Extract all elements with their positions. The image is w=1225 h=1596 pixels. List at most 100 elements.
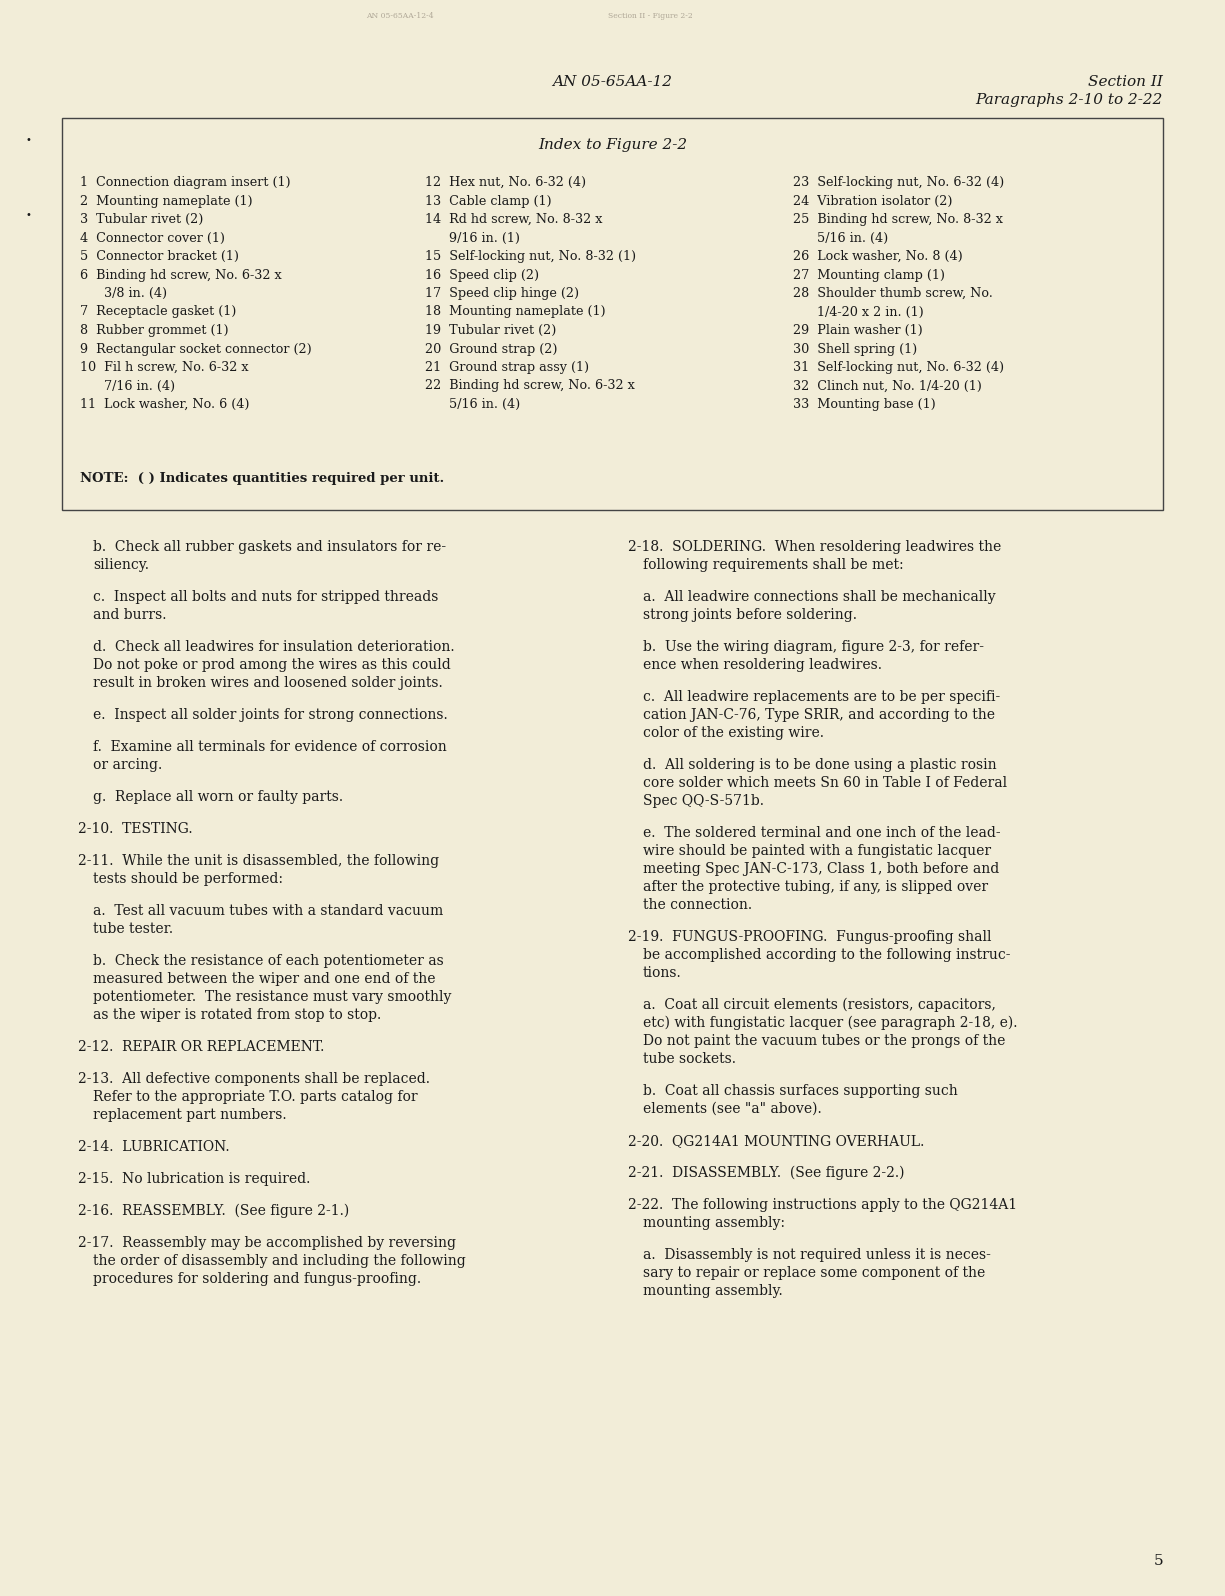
Text: result in broken wires and loosened solder joints.: result in broken wires and loosened sold… (93, 677, 442, 689)
Text: 26  Lock washer, No. 8 (4): 26 Lock washer, No. 8 (4) (793, 251, 963, 263)
Text: 2-12.  REPAIR OR REPLACEMENT.: 2-12. REPAIR OR REPLACEMENT. (78, 1041, 325, 1053)
Text: Do not paint the vacuum tubes or the prongs of the: Do not paint the vacuum tubes or the pro… (643, 1034, 1006, 1049)
Text: Section II: Section II (1088, 75, 1163, 89)
Text: tions.: tions. (643, 966, 682, 980)
Text: g.  Replace all worn or faulty parts.: g. Replace all worn or faulty parts. (93, 790, 343, 804)
Text: 10  Fil h screw, No. 6-32 x: 10 Fil h screw, No. 6-32 x (80, 361, 249, 373)
Bar (62, 118, 1163, 511)
Text: 3  Tubular rivet (2): 3 Tubular rivet (2) (80, 212, 203, 227)
Text: e.  Inspect all solder joints for strong connections.: e. Inspect all solder joints for strong … (93, 709, 448, 721)
Text: 31  Self-locking nut, No. 6-32 (4): 31 Self-locking nut, No. 6-32 (4) (793, 361, 1004, 373)
Text: 3/8 in. (4): 3/8 in. (4) (80, 287, 167, 300)
Text: AN 05-65AA-12-4: AN 05-65AA-12-4 (366, 13, 434, 21)
Text: e.  The soldered terminal and one inch of the lead-: e. The soldered terminal and one inch of… (643, 827, 1001, 839)
Text: Do not poke or prod among the wires as this could: Do not poke or prod among the wires as t… (93, 658, 451, 672)
Text: meeting Spec JAN-C-173, Class 1, both before and: meeting Spec JAN-C-173, Class 1, both be… (643, 862, 1000, 876)
Text: 32  Clinch nut, No. 1/4-20 (1): 32 Clinch nut, No. 1/4-20 (1) (793, 380, 982, 393)
Text: a.  Disassembly is not required unless it is neces-: a. Disassembly is not required unless it… (643, 1248, 991, 1262)
Text: tests should be performed:: tests should be performed: (93, 871, 283, 886)
Text: 16  Speed clip (2): 16 Speed clip (2) (425, 268, 539, 281)
Text: 9  Rectangular socket connector (2): 9 Rectangular socket connector (2) (80, 343, 311, 356)
Text: •: • (24, 211, 31, 220)
Text: 27  Mounting clamp (1): 27 Mounting clamp (1) (793, 268, 944, 281)
Text: •: • (24, 136, 31, 145)
Text: Spec QQ-S-571b.: Spec QQ-S-571b. (643, 793, 764, 808)
Text: 2-15.  No lubrication is required.: 2-15. No lubrication is required. (78, 1171, 310, 1186)
Text: tube tester.: tube tester. (93, 922, 173, 935)
Text: 22  Binding hd screw, No. 6-32 x: 22 Binding hd screw, No. 6-32 x (425, 380, 635, 393)
Text: 30  Shell spring (1): 30 Shell spring (1) (793, 343, 918, 356)
Text: 4  Connector cover (1): 4 Connector cover (1) (80, 231, 225, 244)
Text: 33  Mounting base (1): 33 Mounting base (1) (793, 397, 936, 412)
Text: 5  Connector bracket (1): 5 Connector bracket (1) (80, 251, 239, 263)
Text: 25  Binding hd screw, No. 8-32 x: 25 Binding hd screw, No. 8-32 x (793, 212, 1003, 227)
Text: 2-21.  DISASSEMBLY.  (See figure 2-2.): 2-21. DISASSEMBLY. (See figure 2-2.) (628, 1167, 904, 1181)
Text: 2-11.  While the unit is disassembled, the following: 2-11. While the unit is disassembled, th… (78, 854, 439, 868)
Text: following requirements shall be met:: following requirements shall be met: (643, 559, 904, 571)
Text: mounting assembly.: mounting assembly. (643, 1285, 783, 1298)
Text: 5/16 in. (4): 5/16 in. (4) (425, 397, 521, 412)
Text: 19  Tubular rivet (2): 19 Tubular rivet (2) (425, 324, 556, 337)
Text: 12  Hex nut, No. 6-32 (4): 12 Hex nut, No. 6-32 (4) (425, 176, 586, 188)
Text: AN 05-65AA-12: AN 05-65AA-12 (552, 75, 673, 89)
Text: 14  Rd hd screw, No. 8-32 x: 14 Rd hd screw, No. 8-32 x (425, 212, 603, 227)
Text: 9/16 in. (1): 9/16 in. (1) (425, 231, 519, 244)
Text: potentiometer.  The resistance must vary smoothly: potentiometer. The resistance must vary … (93, 990, 451, 1004)
Text: as the wiper is rotated from stop to stop.: as the wiper is rotated from stop to sto… (93, 1009, 381, 1021)
Text: a.  Test all vacuum tubes with a standard vacuum: a. Test all vacuum tubes with a standard… (93, 903, 443, 918)
Text: d.  Check all leadwires for insulation deterioration.: d. Check all leadwires for insulation de… (93, 640, 454, 654)
Text: 23  Self-locking nut, No. 6-32 (4): 23 Self-locking nut, No. 6-32 (4) (793, 176, 1004, 188)
Text: 6  Binding hd screw, No. 6-32 x: 6 Binding hd screw, No. 6-32 x (80, 268, 282, 281)
Text: 1  Connection diagram insert (1): 1 Connection diagram insert (1) (80, 176, 290, 188)
Text: color of the existing wire.: color of the existing wire. (643, 726, 824, 741)
Text: 5: 5 (1154, 1555, 1163, 1567)
Text: elements (see "a" above).: elements (see "a" above). (643, 1101, 822, 1116)
Text: sary to repair or replace some component of the: sary to repair or replace some component… (643, 1266, 985, 1280)
Text: b.  Check all rubber gaskets and insulators for re-: b. Check all rubber gaskets and insulato… (93, 539, 446, 554)
Text: a.  All leadwire connections shall be mechanically: a. All leadwire connections shall be mec… (643, 591, 996, 603)
Text: a.  Coat all circuit elements (resistors, capacitors,: a. Coat all circuit elements (resistors,… (643, 998, 996, 1012)
Text: 2-13.  All defective components shall be replaced.: 2-13. All defective components shall be … (78, 1073, 430, 1085)
Text: etc) with fungistatic lacquer (see paragraph 2-18, e).: etc) with fungistatic lacquer (see parag… (643, 1017, 1018, 1031)
Text: cation JAN-C-76, Type SRIR, and according to the: cation JAN-C-76, Type SRIR, and accordin… (643, 709, 995, 721)
Text: Paragraphs 2-10 to 2-22: Paragraphs 2-10 to 2-22 (975, 93, 1163, 107)
Text: 2-16.  REASSEMBLY.  (See figure 2-1.): 2-16. REASSEMBLY. (See figure 2-1.) (78, 1203, 349, 1218)
Text: 2  Mounting nameplate (1): 2 Mounting nameplate (1) (80, 195, 252, 207)
Text: be accomplished according to the following instruc-: be accomplished according to the followi… (643, 948, 1011, 962)
Text: Index to Figure 2-2: Index to Figure 2-2 (538, 137, 687, 152)
Text: strong joints before soldering.: strong joints before soldering. (643, 608, 857, 622)
Text: f.  Examine all terminals for evidence of corrosion: f. Examine all terminals for evidence of… (93, 741, 447, 753)
Text: 2-22.  The following instructions apply to the QG214A1: 2-22. The following instructions apply t… (628, 1199, 1017, 1211)
Text: 15  Self-locking nut, No. 8-32 (1): 15 Self-locking nut, No. 8-32 (1) (425, 251, 636, 263)
Text: 8  Rubber grommet (1): 8 Rubber grommet (1) (80, 324, 229, 337)
Text: 20  Ground strap (2): 20 Ground strap (2) (425, 343, 557, 356)
Text: 18  Mounting nameplate (1): 18 Mounting nameplate (1) (425, 305, 605, 319)
Text: core solder which meets Sn 60 in Table I of Federal: core solder which meets Sn 60 in Table I… (643, 776, 1007, 790)
Text: the connection.: the connection. (643, 899, 752, 911)
Text: 2-20.  QG214A1 MOUNTING OVERHAUL.: 2-20. QG214A1 MOUNTING OVERHAUL. (628, 1135, 925, 1148)
Text: 2-10.  TESTING.: 2-10. TESTING. (78, 822, 192, 836)
Text: 2-18.  SOLDERING.  When resoldering leadwires the: 2-18. SOLDERING. When resoldering leadwi… (628, 539, 1001, 554)
Text: c.  Inspect all bolts and nuts for stripped threads: c. Inspect all bolts and nuts for stripp… (93, 591, 439, 603)
Text: b.  Check the resistance of each potentiometer as: b. Check the resistance of each potentio… (93, 954, 443, 969)
Text: b.  Use the wiring diagram, figure 2-3, for refer-: b. Use the wiring diagram, figure 2-3, f… (643, 640, 984, 654)
Text: d.  All soldering is to be done using a plastic rosin: d. All soldering is to be done using a p… (643, 758, 997, 772)
Text: 11  Lock washer, No. 6 (4): 11 Lock washer, No. 6 (4) (80, 397, 250, 412)
Text: Section II - Figure 2-2: Section II - Figure 2-2 (608, 13, 692, 21)
Text: or arcing.: or arcing. (93, 758, 162, 772)
Text: after the protective tubing, if any, is slipped over: after the protective tubing, if any, is … (643, 879, 989, 894)
Text: NOTE:  ( ) Indicates quantities required per unit.: NOTE: ( ) Indicates quantities required … (80, 472, 445, 485)
Text: mounting assembly:: mounting assembly: (643, 1216, 785, 1231)
Text: 28  Shoulder thumb screw, No.: 28 Shoulder thumb screw, No. (793, 287, 993, 300)
Text: 24  Vibration isolator (2): 24 Vibration isolator (2) (793, 195, 953, 207)
Text: b.  Coat all chassis surfaces supporting such: b. Coat all chassis surfaces supporting … (643, 1084, 958, 1098)
Text: and burrs.: and burrs. (93, 608, 167, 622)
Text: 17  Speed clip hinge (2): 17 Speed clip hinge (2) (425, 287, 579, 300)
Text: 29  Plain washer (1): 29 Plain washer (1) (793, 324, 922, 337)
Text: measured between the wiper and one end of the: measured between the wiper and one end o… (93, 972, 436, 986)
Text: 1/4-20 x 2 in. (1): 1/4-20 x 2 in. (1) (793, 305, 924, 319)
Text: procedures for soldering and fungus-proofing.: procedures for soldering and fungus-proo… (93, 1272, 421, 1286)
Text: 5/16 in. (4): 5/16 in. (4) (793, 231, 888, 244)
Text: Refer to the appropriate T.O. parts catalog for: Refer to the appropriate T.O. parts cata… (93, 1090, 418, 1104)
Text: ence when resoldering leadwires.: ence when resoldering leadwires. (643, 658, 882, 672)
